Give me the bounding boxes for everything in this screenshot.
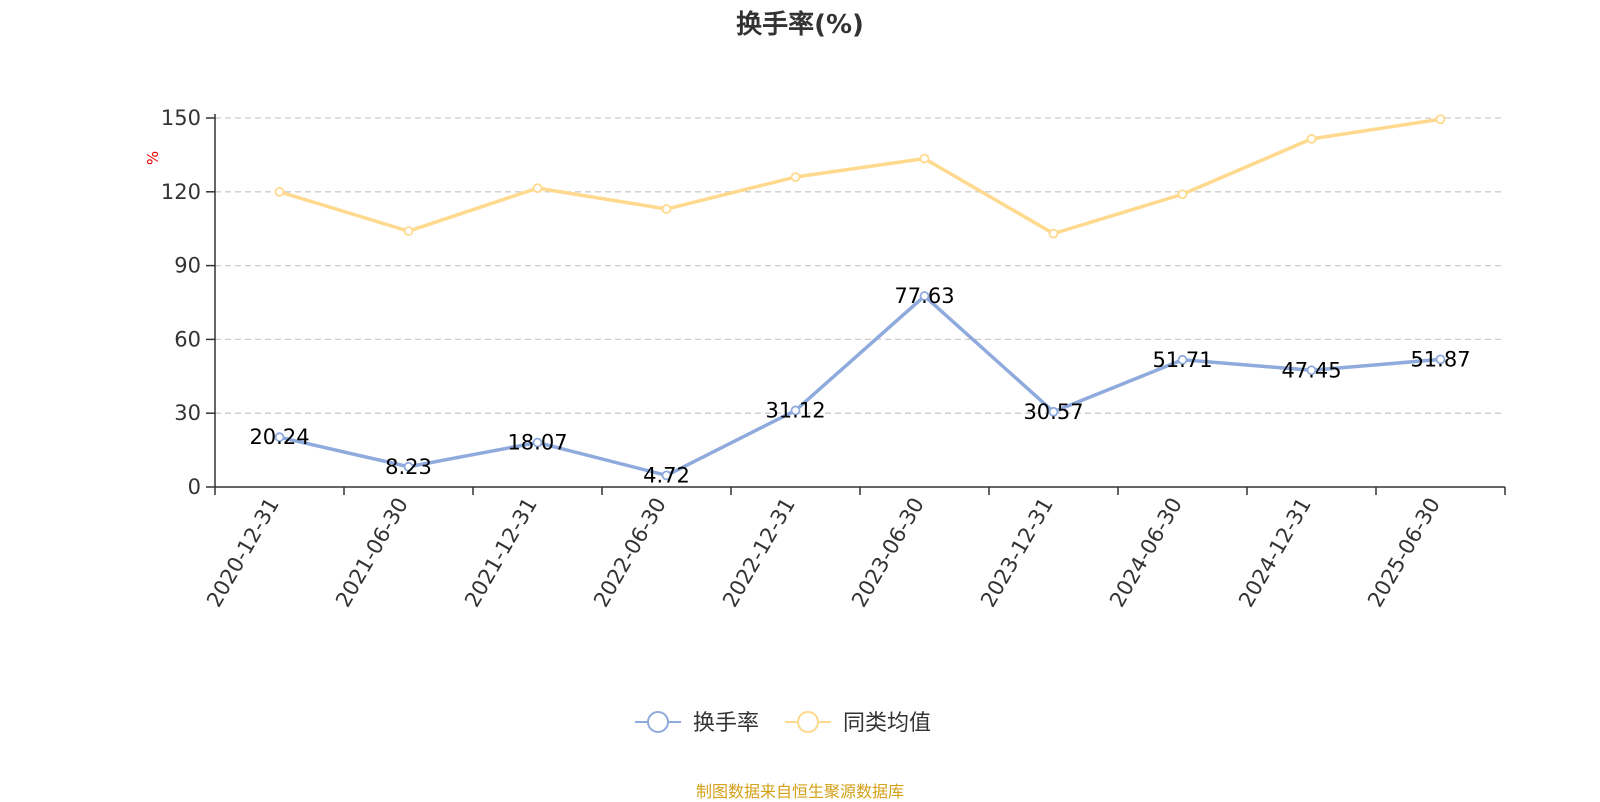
data-label: 20.24 bbox=[249, 425, 309, 449]
y-tick-label: 120 bbox=[161, 180, 201, 204]
x-tick-label: 2024-12-31 bbox=[1234, 494, 1316, 612]
data-label: 77.63 bbox=[894, 284, 954, 308]
x-tick-label: 2023-12-31 bbox=[976, 494, 1058, 612]
data-point[interactable] bbox=[1177, 189, 1188, 200]
series-line bbox=[278, 117, 1441, 236]
data-point[interactable] bbox=[1435, 354, 1446, 365]
x-axis-ticks: 2020-12-31 2021-06-30 2021-12-31 2022-06-30… bbox=[202, 487, 1506, 612]
grid-lines bbox=[215, 117, 1505, 414]
y-tick-label: 0 bbox=[188, 475, 201, 499]
data-label: 51.71 bbox=[1152, 348, 1212, 372]
data-label: 4.72 bbox=[643, 463, 690, 487]
data-label: 47.45 bbox=[1281, 358, 1341, 382]
x-tick-label: 2025-06-30 bbox=[1363, 494, 1445, 612]
data-label: 31.12 bbox=[765, 398, 825, 422]
data-point[interactable] bbox=[403, 226, 414, 237]
data-label: 30.57 bbox=[1023, 400, 1083, 424]
legend-label: 同类均值 bbox=[843, 711, 931, 736]
data-label: 51.87 bbox=[1410, 347, 1470, 371]
series-group bbox=[274, 114, 1446, 481]
y-tick-label: 60 bbox=[174, 327, 201, 351]
y-tick-label: 30 bbox=[174, 401, 201, 425]
legend-item[interactable]: 换手率 bbox=[635, 711, 759, 736]
x-tick-label: 2022-06-30 bbox=[589, 494, 671, 612]
y-tick-label: 150 bbox=[161, 106, 201, 130]
data-point[interactable] bbox=[1306, 365, 1317, 376]
legend-marker-icon bbox=[797, 711, 819, 733]
data-point[interactable] bbox=[1306, 134, 1317, 144]
y-axis-unit-label: % bbox=[144, 151, 162, 165]
data-point[interactable] bbox=[274, 432, 285, 443]
y-axis-ticks: 0 30 60 90 120 150 bbox=[161, 106, 215, 499]
data-point[interactable] bbox=[274, 186, 285, 197]
x-tick-label: 2021-06-30 bbox=[331, 494, 413, 612]
data-point[interactable] bbox=[919, 153, 930, 164]
data-point[interactable] bbox=[1435, 114, 1446, 125]
data-labels: 20.24 8.23 18.07 4.72 31.12 77.63 30.57 51.71 47… bbox=[249, 284, 1470, 487]
axes bbox=[214, 114, 1505, 488]
legend-marker-icon bbox=[647, 711, 669, 733]
series-line bbox=[279, 294, 1441, 478]
data-label: 18.07 bbox=[507, 431, 567, 455]
data-point[interactable] bbox=[532, 183, 543, 194]
x-tick-label: 2020-12-31 bbox=[202, 494, 284, 612]
legend-label: 换手率 bbox=[693, 711, 759, 736]
data-point[interactable] bbox=[790, 405, 801, 416]
y-tick-label: 90 bbox=[174, 254, 201, 278]
data-point[interactable] bbox=[532, 437, 543, 448]
x-tick-label: 2024-06-30 bbox=[1105, 494, 1187, 612]
legend[interactable]: 换手率 同类均值 bbox=[635, 711, 931, 736]
data-point[interactable] bbox=[403, 461, 414, 472]
data-point[interactable] bbox=[1177, 354, 1188, 365]
x-tick-label: 2023-06-30 bbox=[847, 494, 929, 612]
x-tick-label: 2022-12-31 bbox=[718, 494, 800, 612]
data-point[interactable] bbox=[661, 470, 672, 481]
data-point[interactable] bbox=[1048, 228, 1059, 239]
chart-title: 换手率(%) bbox=[736, 10, 864, 40]
data-point[interactable] bbox=[1048, 406, 1059, 417]
data-point[interactable] bbox=[661, 204, 672, 214]
data-label: 8.23 bbox=[385, 455, 432, 479]
data-point[interactable] bbox=[919, 291, 930, 301]
source-note: 制图数据来自恒生聚源数据库 bbox=[695, 782, 904, 801]
legend-item[interactable]: 同类均值 bbox=[785, 711, 931, 736]
x-tick-label: 2021-12-31 bbox=[460, 494, 542, 612]
data-point[interactable] bbox=[790, 172, 801, 182]
